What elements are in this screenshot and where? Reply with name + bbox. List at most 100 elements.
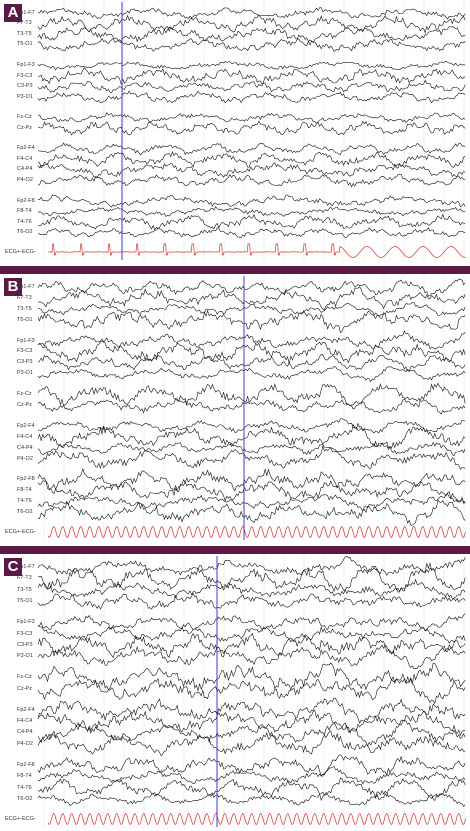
eeg-traces-b <box>37 274 466 542</box>
eeg-trace <box>37 90 466 104</box>
eeg-trace <box>37 766 466 785</box>
channel-label: C3-P3 <box>17 359 33 366</box>
eeg-trace <box>37 720 466 747</box>
eeg-traces-a <box>37 0 466 262</box>
channel-label: Fp1-F3 <box>17 62 35 68</box>
eeg-panel-c: C Fp1-F7 F7-T3 T3-T5 T5-O1 Fp1-F3 F3-C3 C3-P3 P… <box>0 554 470 831</box>
channel-label: F3-C3 <box>17 630 33 637</box>
panel-separator <box>0 546 470 554</box>
channel-label: Fp2-F4 <box>17 145 35 152</box>
eeg-trace <box>37 613 466 632</box>
eeg-trace <box>37 67 466 85</box>
channel-label: Fp2-F4 <box>17 422 35 429</box>
eeg-panel-b: B Fp1-F7 F7-T3 T3-T5 T5-O1 Fp1-F3 F3-C3 C3-P3 P… <box>0 274 470 544</box>
channel-label: T5-O1 <box>17 316 33 323</box>
channel-label: Cz-Pz <box>17 124 32 131</box>
channel-label: T3-T5 <box>17 30 32 37</box>
channel-label: Fz-Cz <box>17 674 32 681</box>
eeg-trace <box>37 37 466 53</box>
channel-label: T6-O2 <box>17 229 33 236</box>
ecg-trace <box>47 812 466 826</box>
channel-label: T5-O1 <box>17 597 33 604</box>
panel-label: C <box>4 558 22 576</box>
ecg-label: ECG+-ECG- <box>5 815 36 822</box>
channel-label: F4-C4 <box>17 433 33 440</box>
eeg-trace <box>37 697 466 724</box>
ecg-trace <box>47 243 466 258</box>
eeg-trace <box>37 730 466 757</box>
eeg-trace <box>37 445 466 470</box>
eeg-trace <box>37 120 466 136</box>
eeg-trace <box>37 194 466 208</box>
eeg-trace <box>37 662 466 692</box>
eeg-trace <box>37 213 466 231</box>
eeg-trace <box>37 142 466 156</box>
eeg-trace <box>37 644 466 670</box>
eeg-trace <box>37 467 466 492</box>
channel-label: P4-O2 <box>17 177 33 183</box>
eeg-trace <box>37 555 466 576</box>
eeg-trace <box>37 422 466 449</box>
eeg-trace <box>37 754 466 777</box>
panel-separator <box>0 266 470 274</box>
eeg-trace <box>37 7 466 20</box>
channel-label: P3-O1 <box>17 93 33 100</box>
eeg-trace <box>37 173 466 188</box>
eeg-trace <box>37 330 466 350</box>
eeg-trace <box>37 499 466 526</box>
channel-label: P3-O1 <box>17 370 33 377</box>
channel-label: F7-T3 <box>17 294 32 301</box>
channel-label: Fp1-F7 <box>17 9 35 16</box>
eeg-trace <box>37 480 466 504</box>
channel-label: F4-C4 <box>17 155 33 162</box>
eeg-trace <box>37 418 466 434</box>
eeg-trace <box>37 365 466 383</box>
channel-label: F7-T3 <box>17 20 32 27</box>
channel-label: Fp1-F3 <box>17 619 35 626</box>
eeg-traces-c <box>37 554 466 829</box>
channel-label: Fp1-F3 <box>17 337 35 344</box>
channel-label: T3-T5 <box>17 586 32 593</box>
eeg-trace <box>37 789 466 807</box>
eeg-trace <box>37 353 466 372</box>
eeg-trace <box>37 111 466 124</box>
eeg-trace <box>37 777 466 802</box>
channel-label: T4-T6 <box>17 218 32 225</box>
channel-label: F7-T3 <box>17 575 32 582</box>
eeg-trace <box>37 162 466 178</box>
channel-label: Fp2-F4 <box>17 706 35 713</box>
eeg-trace <box>37 632 466 659</box>
ecg-trace <box>47 525 466 539</box>
channel-label: Fp2-F8 <box>17 197 35 204</box>
eeg-trace <box>37 60 466 71</box>
channel-label: P4-O2 <box>17 455 33 462</box>
eeg-trace <box>37 14 466 34</box>
channel-label: F3-C3 <box>17 348 33 355</box>
channel-label: Fp2-F8 <box>17 476 35 483</box>
channel-label: P3-O1 <box>17 653 33 660</box>
eeg-trace <box>37 676 466 705</box>
eeg-trace <box>37 396 466 415</box>
channel-label: C3-P3 <box>17 83 33 90</box>
channel-label: F8-T4 <box>17 773 32 780</box>
channel-label: T6-O2 <box>17 795 33 802</box>
eeg-trace <box>37 562 466 593</box>
eeg-trace <box>37 709 466 737</box>
eeg-trace <box>37 625 466 644</box>
eeg-trace <box>37 301 466 317</box>
eeg-trace <box>37 592 466 610</box>
channel-label: Fz-Cz <box>17 391 32 398</box>
channel-label: F3-C3 <box>17 72 33 79</box>
channel-label: C4-P4 <box>17 444 33 451</box>
channel-label: Fz-Cz <box>17 114 32 121</box>
panel-label: A <box>4 4 22 22</box>
eeg-trace <box>37 278 466 297</box>
channel-label: Cz-Pz <box>17 401 32 408</box>
channel-label: T6-O2 <box>17 509 33 516</box>
channel-label: T4-T6 <box>17 784 32 791</box>
eeg-panel-a: A Fp1-F7 F7-T3 T3-T5 T5-O1 Fp1-F3 F3-C3 C3-P3 P… <box>0 0 470 264</box>
channel-label: C3-P3 <box>17 641 33 648</box>
eeg-trace <box>37 150 466 169</box>
eeg-trace <box>37 26 466 44</box>
